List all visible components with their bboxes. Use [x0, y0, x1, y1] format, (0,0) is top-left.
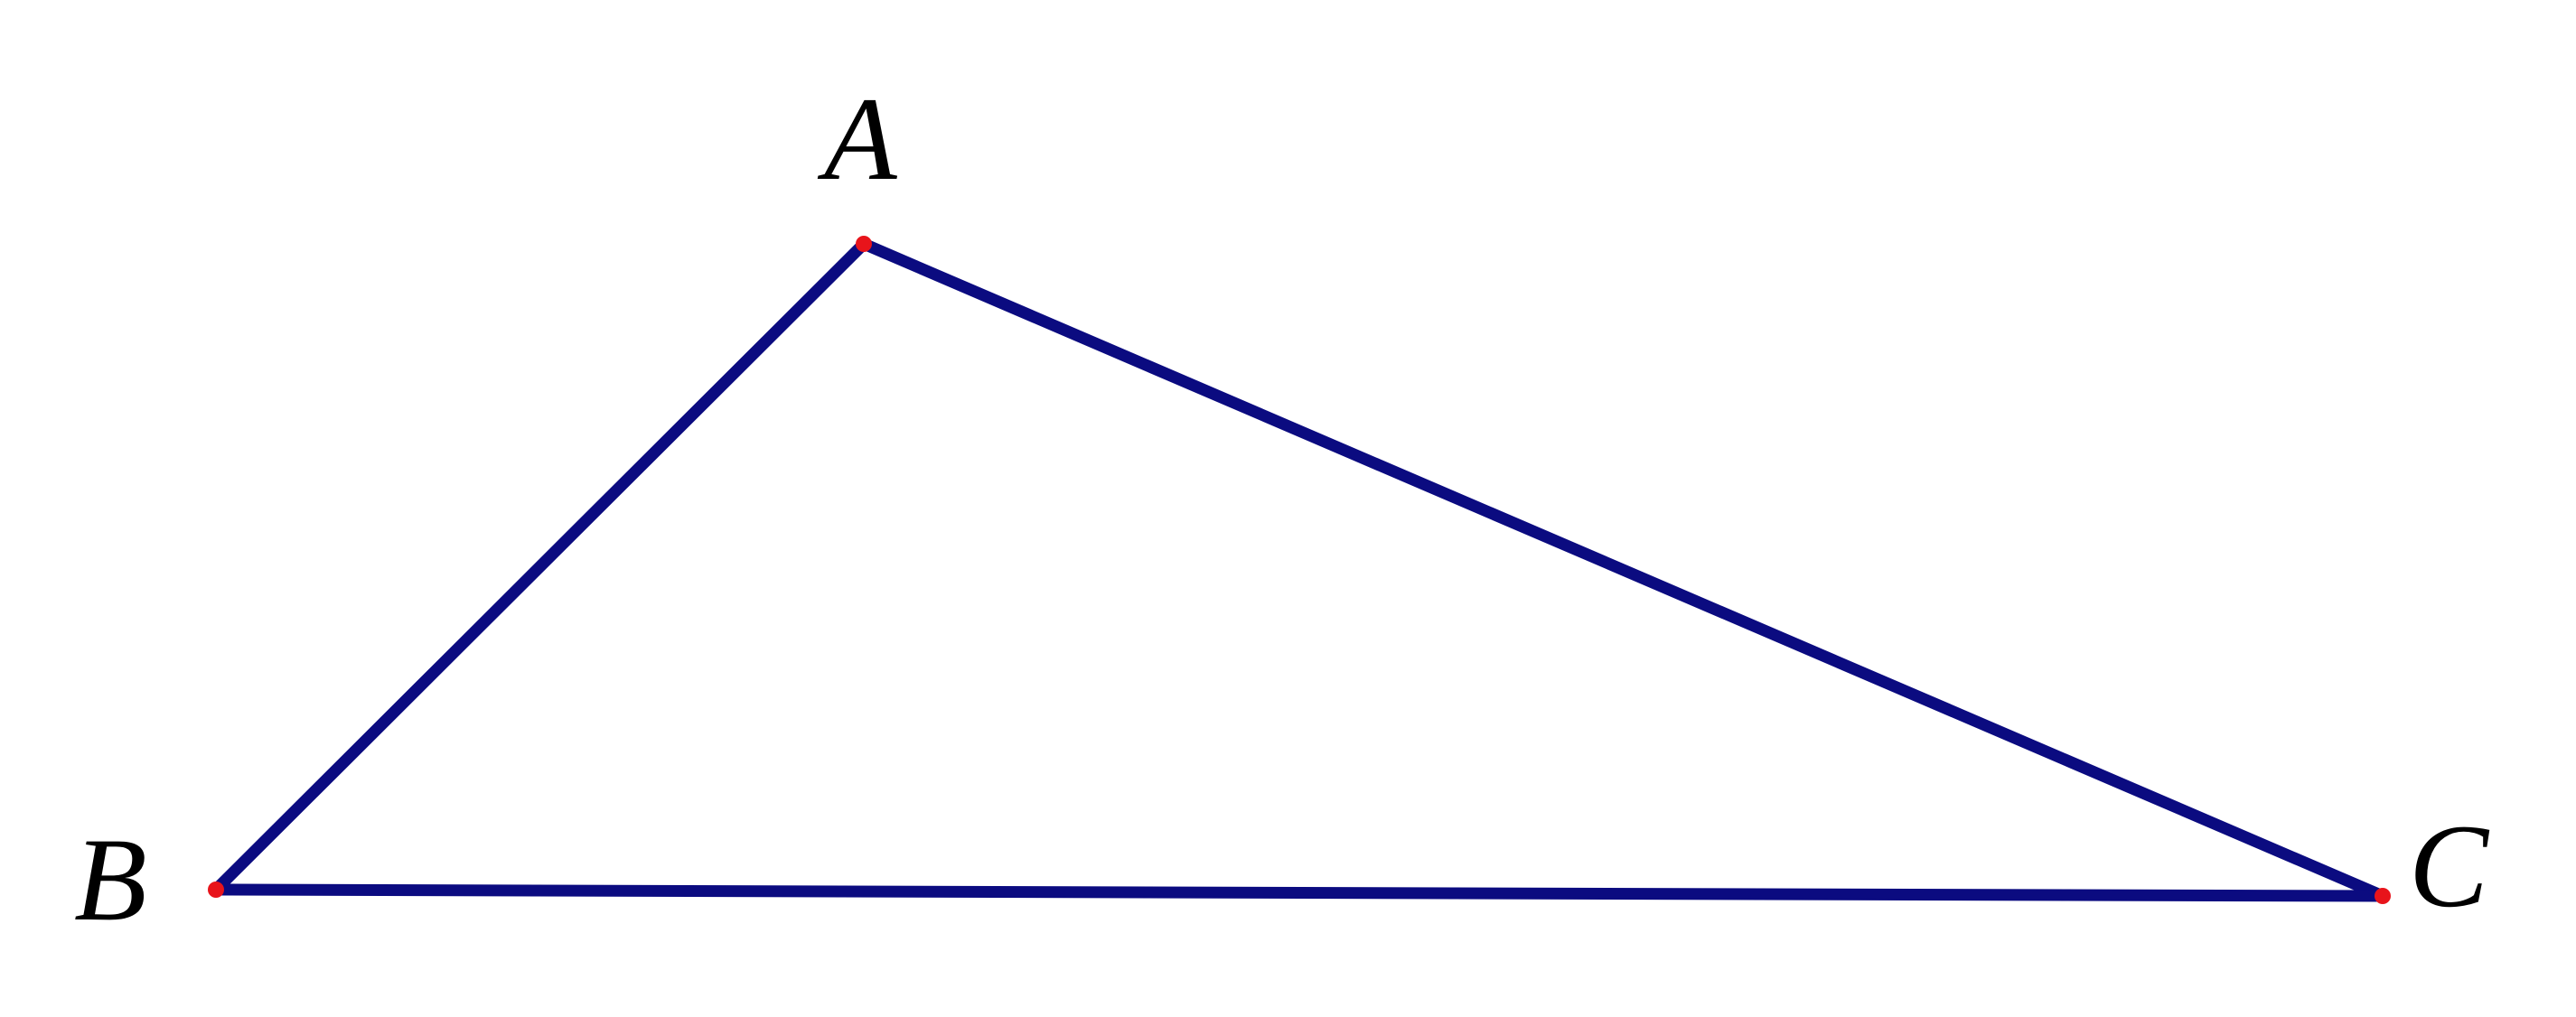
vertex-c: [2375, 888, 2391, 904]
vertex-a: [856, 236, 872, 252]
side-bc: [210, 883, 2389, 902]
label-a: A: [817, 72, 898, 205]
side-ab: [210, 238, 870, 896]
label-c: C: [2409, 799, 2490, 932]
side-ac: [857, 238, 2389, 902]
vertex-b: [208, 882, 224, 898]
label-b: B: [74, 813, 147, 946]
